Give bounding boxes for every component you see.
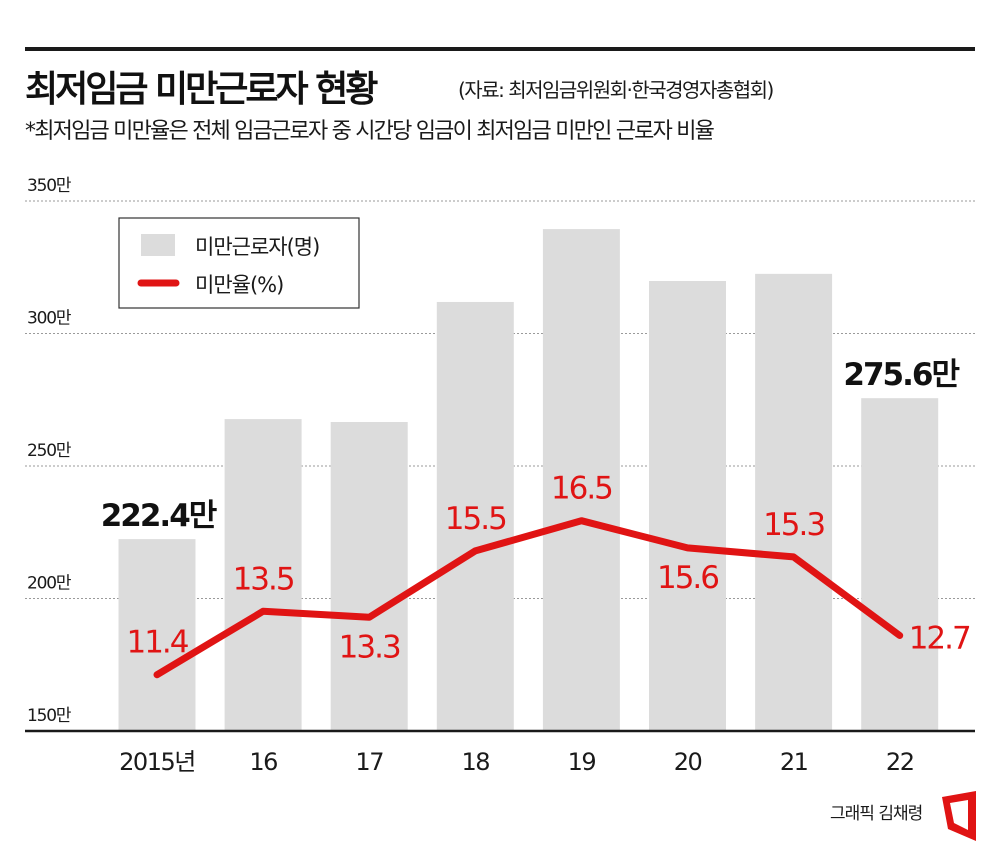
x-tick-label: 18 bbox=[462, 748, 490, 776]
y-tick-label: 250만 bbox=[27, 441, 72, 461]
y-tick-label: 150만 bbox=[27, 706, 72, 726]
top-rule bbox=[25, 47, 975, 51]
y-tick-label: 200만 bbox=[27, 574, 72, 594]
y-tick-label: 300만 bbox=[27, 309, 72, 329]
x-tick-label: 20 bbox=[674, 748, 702, 776]
x-tick-label: 21 bbox=[780, 748, 808, 776]
bar bbox=[330, 422, 408, 731]
rate-value-label: 13.3 bbox=[339, 629, 400, 665]
x-tick-label: 2015년 bbox=[119, 748, 195, 776]
legend-label-line: 미만율(%) bbox=[195, 273, 283, 297]
x-tick-label: 17 bbox=[355, 748, 383, 776]
bar bbox=[118, 539, 196, 731]
legend-label-bars: 미만근로자(명) bbox=[195, 235, 319, 259]
logo-inner bbox=[950, 800, 968, 830]
rate-value-label: 13.5 bbox=[233, 561, 294, 597]
rate-value-label: 12.7 bbox=[909, 620, 970, 656]
bar bbox=[436, 301, 514, 731]
chart-title: 최저임금 미만근로자 현황 bbox=[25, 69, 378, 110]
bar-value-label: 222.4만 bbox=[101, 498, 217, 534]
x-tick-label: 22 bbox=[886, 748, 914, 776]
rate-value-label: 11.4 bbox=[126, 625, 187, 661]
x-tick-label: 16 bbox=[249, 748, 277, 776]
rate-value-label: 15.5 bbox=[445, 501, 506, 537]
bar bbox=[224, 419, 302, 731]
legend-box bbox=[118, 217, 360, 309]
rate-value-label: 15.3 bbox=[763, 507, 824, 543]
bars bbox=[118, 229, 939, 731]
x-tick-label: 19 bbox=[568, 748, 596, 776]
rate-line bbox=[153, 517, 904, 679]
bar bbox=[861, 398, 939, 731]
rate-value-labels: 11.4 13.5 13.3 15.5 16.5 15.6 15.3 12.7 bbox=[126, 471, 972, 666]
bar-value-label: 275.6만 bbox=[843, 357, 959, 393]
bar bbox=[542, 229, 620, 731]
y-tick-label: 350만 bbox=[27, 176, 72, 196]
legend-bar-swatch bbox=[141, 234, 175, 256]
x-tick-labels: 2015년 16 17 18 19 20 21 22 bbox=[119, 748, 915, 776]
logo-red-frame bbox=[942, 791, 976, 841]
source-note: (자료: 최저임금위원회·한국경영자총협회) bbox=[458, 78, 774, 102]
legend: 미만근로자(명) 미만율(%) bbox=[118, 217, 360, 309]
rate-value-label: 16.5 bbox=[551, 471, 612, 507]
bar-value-labels: 222.4만 275.6만 bbox=[101, 357, 962, 534]
y-tick-labels: 150만 200만 250만 300만 350만 bbox=[27, 176, 73, 726]
rate-value-label: 15.6 bbox=[657, 560, 718, 596]
graphic-credit: 그래픽 김채령 bbox=[830, 804, 923, 824]
bar bbox=[755, 273, 833, 731]
footnote: *최저임금 미만율은 전체 임금근로자 중 시간당 임금이 최저임금 미만인 근… bbox=[25, 119, 715, 144]
bar bbox=[649, 281, 726, 731]
